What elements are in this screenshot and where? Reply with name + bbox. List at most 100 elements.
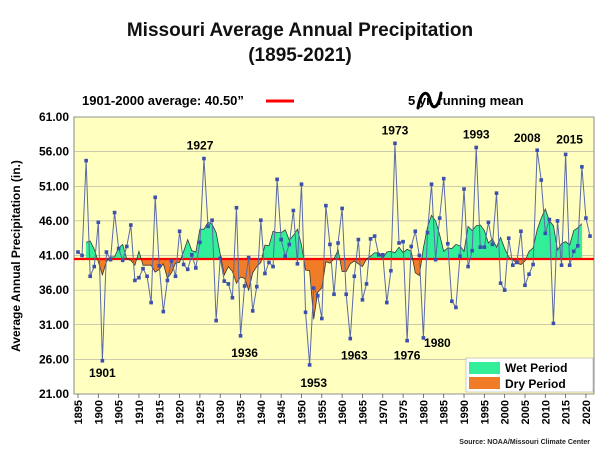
data-point (576, 244, 580, 248)
data-point (157, 264, 162, 268)
data-point (559, 263, 564, 267)
y-tick-label: 51.00 (39, 179, 69, 193)
wet-period-label: Wet Period (505, 361, 567, 375)
data-point (328, 242, 332, 247)
x-tick-label: 1895 (73, 400, 85, 424)
x-tick-label: 1965 (357, 400, 369, 424)
data-point (88, 274, 92, 279)
title-line-2: (1895-2021) (248, 45, 352, 66)
x-tick-label: 1910 (134, 400, 146, 424)
x-tick-label: 2015 (561, 400, 573, 424)
wet-period-area (386, 251, 392, 260)
data-point (120, 258, 125, 263)
data-point (539, 178, 544, 182)
x-tick-label: 2020 (581, 400, 593, 424)
annotation-2015: 2015 (556, 132, 583, 146)
x-tick-label: 1935 (236, 400, 248, 424)
x-tick-label: 2010 (540, 400, 552, 424)
data-point (194, 266, 198, 270)
data-point (230, 295, 235, 300)
data-point (445, 241, 450, 246)
data-point (376, 253, 381, 257)
data-point (389, 268, 393, 273)
data-point (519, 229, 523, 234)
dry-period-area (240, 258, 245, 279)
data-point (571, 249, 576, 254)
data-point (340, 206, 344, 211)
data-point (263, 271, 267, 276)
data-point (295, 262, 300, 266)
x-tick-label: 1915 (154, 400, 166, 424)
data-point (116, 246, 121, 251)
data-point (259, 218, 263, 222)
running-mean-line (85, 208, 583, 320)
wet-period-area (264, 244, 270, 260)
gridlines (74, 116, 594, 395)
data-point (320, 316, 324, 321)
x-tick-label: 1990 (459, 400, 471, 424)
data-point (409, 244, 414, 249)
data-point (563, 152, 568, 157)
x-tick-label: 1985 (439, 400, 451, 424)
data-point (523, 283, 527, 288)
data-point (279, 237, 283, 242)
annotation-2008: 2008 (514, 131, 541, 145)
data-point (458, 254, 462, 258)
data-point (133, 278, 137, 283)
data-point (506, 236, 511, 240)
x-tick-label: 1960 (337, 400, 349, 424)
data-point (502, 288, 507, 292)
data-point (275, 177, 279, 182)
wet-period-swatch (469, 362, 500, 374)
data-point (494, 191, 499, 195)
data-point (344, 292, 348, 297)
annotation-1901: 1901 (89, 366, 116, 380)
data-point (307, 363, 312, 367)
data-point (299, 182, 304, 186)
data-point (450, 299, 454, 304)
title-line-1: Missouri Average Annual Precipitation (126, 20, 474, 41)
data-point (535, 148, 539, 153)
data-point (324, 203, 328, 208)
data-point (372, 234, 377, 238)
x-tick-label: 1955 (317, 400, 329, 424)
data-point (551, 321, 556, 326)
annual-precip-markers (76, 141, 592, 367)
data-point (234, 205, 239, 210)
y-tick-label: 36.00 (39, 283, 69, 297)
x-tick-label: 1980 (418, 400, 430, 424)
x-tick-label: 1995 (479, 400, 491, 424)
y-tick-label: 41.00 (39, 249, 69, 263)
period-legend: Wet Period Dry Period (465, 357, 594, 393)
data-point (311, 286, 316, 290)
data-point (417, 253, 422, 258)
data-point (454, 305, 458, 310)
data-point (433, 257, 438, 262)
data-point (238, 334, 243, 338)
dry-period-swatch (469, 377, 500, 389)
y-tick-label: 21.00 (39, 387, 69, 401)
data-point (531, 262, 535, 267)
data-point (425, 230, 430, 235)
data-point (161, 309, 166, 314)
data-point (96, 220, 101, 225)
data-point (397, 241, 401, 245)
x-tick-labels: 1895 1900 1905 1910 1915 1920 1925 1930 1935 1940… (73, 394, 593, 424)
data-point (421, 336, 426, 340)
data-point (210, 218, 214, 222)
annotation-1973: 1973 (382, 123, 409, 137)
data-point (173, 274, 178, 279)
data-point (462, 187, 466, 191)
data-point (527, 272, 531, 276)
x-tick-label: 1905 (114, 400, 126, 424)
data-point (287, 242, 292, 247)
data-point (226, 282, 231, 286)
data-point (108, 257, 113, 262)
y-tick-label: 56.00 (39, 145, 69, 159)
data-point (283, 254, 288, 258)
data-point (401, 239, 405, 244)
data-point (202, 156, 206, 161)
x-tick-label: 1925 (195, 400, 207, 424)
data-point (198, 240, 202, 245)
